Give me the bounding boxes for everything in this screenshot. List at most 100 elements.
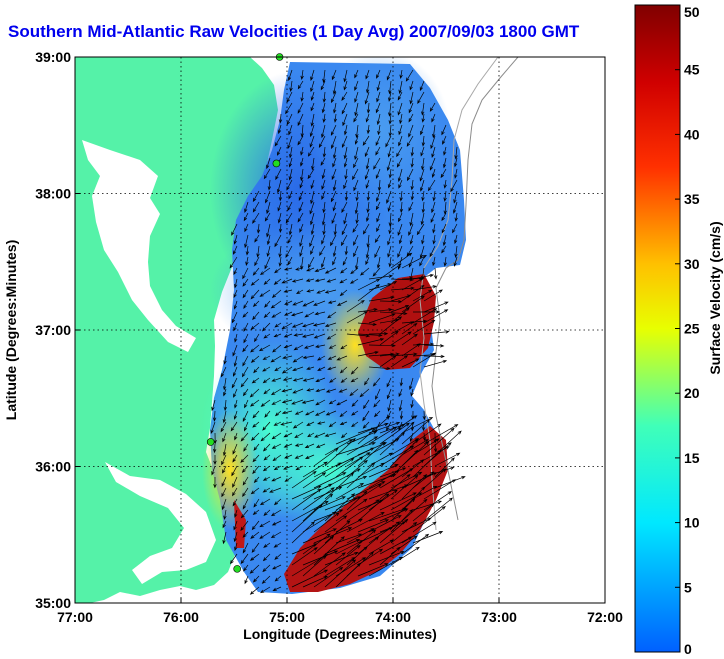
- velocity-arrow: [390, 252, 413, 269]
- velocity-arrow: [388, 223, 392, 235]
- velocity-arrow: [353, 113, 359, 123]
- velocity-arrow: [285, 212, 293, 224]
- velocity-arrow: [313, 535, 335, 555]
- velocity-arrow: [401, 498, 428, 522]
- velocity-arrow: [253, 476, 260, 484]
- velocity-arrow: [390, 355, 409, 368]
- colorbar-label: Surface Velocity (cm/s): [707, 221, 723, 374]
- velocity-arrow: [251, 377, 260, 384]
- velocity-arrow: [301, 333, 315, 338]
- velocity-arrow: [233, 520, 238, 531]
- velocity-arrow: [243, 212, 249, 222]
- velocity-arrow: [374, 245, 381, 258]
- velocity-arrow: [388, 168, 393, 179]
- velocity-arrow: [340, 267, 348, 274]
- velocity-arrow: [252, 410, 260, 419]
- velocity-arrow: [412, 273, 434, 280]
- velocity-arrow: [420, 212, 425, 226]
- velocity-arrow: [310, 223, 315, 236]
- velocity-arrow: [431, 201, 436, 214]
- velocity-arrow: [357, 284, 380, 302]
- velocity-arrow: [291, 322, 304, 328]
- velocity-arrow: [397, 102, 403, 116]
- velocity-arrow: [266, 157, 271, 170]
- velocity-arrow: [343, 146, 348, 160]
- velocity-arrow: [390, 474, 419, 500]
- velocity-arrow: [310, 102, 315, 112]
- bay-water: [82, 140, 196, 352]
- velocity-arrow: [379, 468, 414, 489]
- velocity-arrow: [379, 422, 410, 445]
- velocity-arrow: [233, 388, 238, 398]
- velocity-arrow: [368, 366, 391, 371]
- velocity-arrow: [250, 531, 260, 539]
- velocity-arrow: [434, 476, 466, 489]
- velocity-arrow: [318, 135, 326, 148]
- velocity-arrow: [270, 355, 282, 363]
- velocity-arrow: [335, 544, 361, 566]
- velocity-arrow: [420, 124, 425, 136]
- velocity-arrow: [441, 223, 447, 234]
- velocity-arrow: [368, 313, 396, 324]
- velocity-arrow: [379, 352, 400, 357]
- velocity-arrow: [222, 432, 227, 443]
- velocity-arrow: [302, 472, 327, 489]
- velocity-arrow: [387, 399, 392, 412]
- velocity-arrow: [310, 69, 315, 81]
- velocity-arrow: [260, 399, 271, 407]
- velocity-arrow: [324, 493, 356, 522]
- velocity-arrow: [270, 300, 282, 309]
- velocity-arrow: [286, 113, 293, 126]
- colorbar-tick-label: 10: [684, 515, 700, 531]
- velocity-arrow: [300, 168, 304, 182]
- velocity-arrow: [398, 234, 403, 245]
- velocity-arrow: [441, 212, 447, 222]
- velocity-arrow: [252, 201, 260, 213]
- velocity-arrow: [409, 234, 414, 245]
- velocity-arrow: [243, 300, 249, 309]
- velocity-arrow: [262, 487, 271, 493]
- velocity-arrow: [422, 410, 426, 421]
- velocity-arrow: [354, 102, 359, 117]
- velocity-arrow: [300, 157, 304, 167]
- velocity-arrow: [409, 91, 414, 105]
- velocity-arrow: [313, 300, 326, 306]
- velocity-arrow: [297, 135, 304, 146]
- y-axis-label: Latitude (Degrees:Minutes): [3, 240, 19, 420]
- velocity-arrow: [342, 256, 348, 266]
- velocity-arrow: [353, 157, 359, 169]
- velocity-arrow: [314, 410, 326, 416]
- velocity-arrow: [294, 410, 304, 415]
- velocity-arrow: [390, 307, 410, 324]
- velocity-arrow: [357, 441, 386, 467]
- velocity-arrow: [283, 465, 293, 470]
- velocity-arrow: [262, 377, 271, 384]
- velocity-arrow: [362, 410, 370, 422]
- velocity-arrow: [341, 135, 348, 149]
- velocity-arrow: [240, 432, 249, 442]
- velocity-arrow: [343, 212, 348, 225]
- velocity-arrow: [346, 333, 371, 338]
- velocity-arrow: [242, 388, 249, 397]
- velocity-arrow: [253, 443, 260, 451]
- velocity-arrow: [346, 529, 377, 555]
- velocity-arrow: [399, 69, 403, 79]
- velocity-arrow: [399, 410, 404, 420]
- velocity-arrow: [373, 399, 381, 408]
- velocity-arrow: [412, 531, 444, 544]
- velocity-arrow: [292, 388, 304, 394]
- velocity-arrow: [357, 333, 383, 337]
- velocity-arrow: [379, 536, 413, 555]
- velocity-arrow: [262, 564, 271, 573]
- velocity-arrow: [388, 256, 392, 268]
- velocity-arrow: [368, 452, 393, 467]
- velocity-arrow: [287, 135, 293, 150]
- velocity-arrow: [242, 476, 249, 486]
- velocity-arrow: [288, 168, 293, 181]
- velocity-arrow: [357, 484, 382, 500]
- velocity-arrow: [454, 146, 458, 160]
- velocity-arrow: [376, 91, 381, 103]
- velocity-arrow: [365, 245, 370, 259]
- velocity-arrow: [275, 168, 282, 181]
- velocity-arrow: [366, 190, 371, 202]
